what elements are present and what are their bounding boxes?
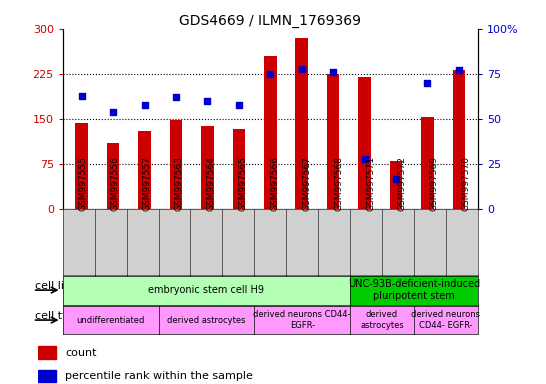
Text: percentile rank within the sample: percentile rank within the sample bbox=[66, 371, 253, 381]
Bar bbox=[327, 74, 340, 209]
Text: GSM997566: GSM997566 bbox=[270, 156, 279, 211]
Bar bbox=[201, 126, 213, 209]
Point bbox=[360, 156, 369, 162]
Point bbox=[171, 94, 180, 101]
Bar bbox=[390, 161, 402, 209]
Text: GSM997555: GSM997555 bbox=[79, 156, 88, 211]
Text: GSM997563: GSM997563 bbox=[175, 156, 183, 211]
Text: GSM997557: GSM997557 bbox=[143, 156, 152, 211]
Text: derived neurons
CD44- EGFR-: derived neurons CD44- EGFR- bbox=[411, 310, 480, 330]
Bar bbox=[421, 117, 434, 209]
Text: undifferentiated: undifferentiated bbox=[76, 316, 145, 324]
Text: GSM997569: GSM997569 bbox=[430, 156, 439, 211]
Point bbox=[266, 71, 275, 77]
Text: derived astrocytes: derived astrocytes bbox=[167, 316, 246, 324]
Text: embryonic stem cell H9: embryonic stem cell H9 bbox=[149, 285, 264, 295]
Bar bbox=[138, 131, 151, 209]
Text: derived neurons CD44-
EGFR-: derived neurons CD44- EGFR- bbox=[253, 310, 351, 330]
Bar bbox=[170, 120, 182, 209]
Point bbox=[109, 109, 117, 115]
Bar bbox=[453, 70, 465, 209]
Bar bbox=[75, 123, 88, 209]
Bar bbox=[264, 56, 277, 209]
Text: GSM997571: GSM997571 bbox=[366, 156, 375, 211]
Point bbox=[423, 80, 432, 86]
Text: UNC-93B-deficient-induced
pluripotent stem: UNC-93B-deficient-induced pluripotent st… bbox=[348, 279, 480, 301]
Point bbox=[203, 98, 212, 104]
Text: GSM997572: GSM997572 bbox=[398, 156, 407, 211]
Point bbox=[329, 69, 337, 75]
Text: GSM997567: GSM997567 bbox=[302, 156, 311, 211]
Text: count: count bbox=[66, 348, 97, 358]
Point bbox=[391, 175, 400, 182]
Bar bbox=[38, 369, 56, 382]
Point bbox=[78, 93, 86, 99]
Text: cell line: cell line bbox=[34, 281, 78, 291]
Text: GSM997564: GSM997564 bbox=[206, 156, 216, 211]
Title: GDS4669 / ILMN_1769369: GDS4669 / ILMN_1769369 bbox=[179, 14, 361, 28]
Point bbox=[454, 67, 463, 73]
Text: GSM997570: GSM997570 bbox=[462, 156, 471, 211]
Point bbox=[140, 101, 149, 108]
Text: derived
astrocytes: derived astrocytes bbox=[360, 310, 404, 330]
Text: GSM997556: GSM997556 bbox=[111, 156, 120, 211]
Point bbox=[298, 65, 306, 71]
Bar bbox=[233, 129, 245, 209]
Text: cell type: cell type bbox=[34, 311, 82, 321]
Bar bbox=[107, 143, 120, 209]
Text: GSM997565: GSM997565 bbox=[239, 156, 247, 211]
Point bbox=[234, 101, 243, 108]
Bar bbox=[358, 77, 371, 209]
Bar bbox=[295, 38, 308, 209]
Text: GSM997568: GSM997568 bbox=[334, 156, 343, 211]
Bar bbox=[38, 346, 56, 359]
